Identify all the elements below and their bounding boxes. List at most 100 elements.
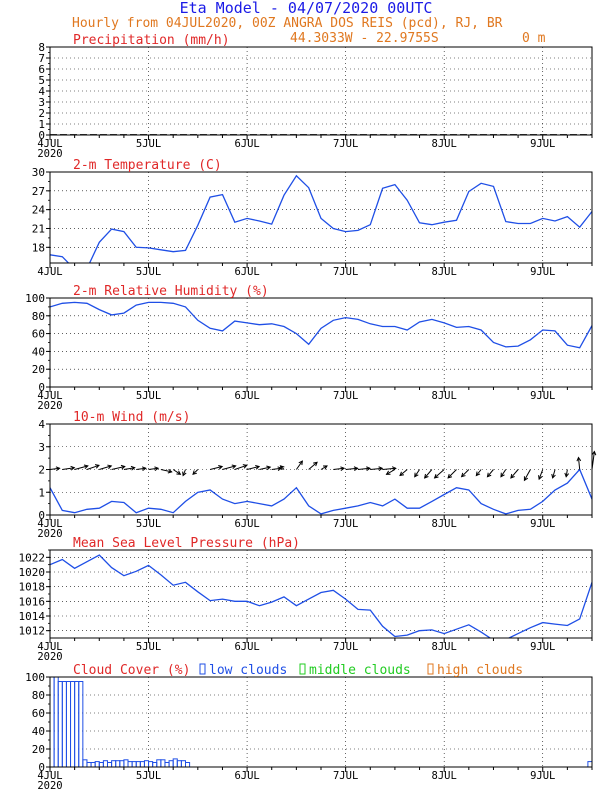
wind-arrow-head — [107, 464, 113, 470]
wind-arrow — [86, 464, 100, 470]
y-tick-label: 20 — [32, 743, 45, 756]
y-tick-label: 0 — [38, 381, 45, 394]
cloud-bar — [131, 761, 137, 768]
x-tick-label: 5JUL — [136, 770, 161, 782]
x-year-label: 2020 — [37, 400, 62, 412]
x-tick-label: 8JUL — [432, 518, 457, 530]
wind-arrow-head — [366, 466, 371, 471]
cloud-bar — [86, 762, 92, 768]
wind-arrow — [271, 467, 282, 470]
x-tick-label: 5JUL — [136, 641, 161, 653]
wind-arrow-head — [414, 472, 419, 478]
y-tick-label: 4 — [38, 418, 45, 431]
wind-arrow — [523, 469, 531, 481]
wind-arrow — [308, 461, 318, 470]
cloud-bar — [135, 761, 141, 768]
chart-subtitle: Hourly from 04JUL2020, 00Z ANGRA DOS REI… — [72, 16, 503, 31]
y-tick-label: 21 — [32, 222, 45, 235]
wind-arrow — [49, 467, 60, 470]
x-tick-label: 5JUL — [136, 266, 161, 278]
panel-title: 2-m Temperature (C) — [73, 158, 222, 173]
wind-arrow-head — [120, 464, 126, 470]
wind-arrow — [386, 469, 396, 475]
wind-arrow-head — [500, 472, 505, 478]
legend-swatch — [427, 663, 434, 675]
legend-label: low clouds — [209, 663, 287, 678]
y-tick-label: 7 — [38, 52, 45, 65]
x-tick-label: 4JUL — [37, 266, 62, 278]
x-tick-label: 9JUL — [530, 138, 555, 150]
series-line — [50, 554, 592, 638]
wind-arrow-head — [385, 470, 391, 475]
x-tick-label: 6JUL — [234, 390, 259, 402]
panel-title: Mean Sea Level Pressure (hPa) — [73, 536, 300, 551]
wind-arrow-head — [279, 465, 285, 470]
wind-arrow-head — [433, 473, 439, 479]
y-tick-label: 100 — [25, 671, 45, 684]
cloud-bar — [57, 681, 63, 768]
wind-arrow — [295, 460, 303, 470]
wind-arrow-head — [353, 466, 359, 471]
x-tick-label: 7JUL — [333, 138, 358, 150]
y-tick-label: 40 — [32, 725, 45, 738]
wind-arrow-head — [378, 466, 384, 471]
panel-title: 10-m Wind (m/s) — [73, 410, 190, 425]
wind-arrow-head — [447, 473, 453, 479]
wind-arrow-head — [94, 464, 100, 469]
wind-arrow — [345, 467, 358, 470]
legend-label: middle clouds — [309, 663, 411, 678]
legend-swatch — [199, 663, 206, 675]
wind-arrow-head — [322, 465, 328, 470]
x-tick-label: 4JUL — [37, 390, 62, 402]
x-tick-label: 6JUL — [234, 518, 259, 530]
wind-arrow — [382, 467, 396, 470]
legend-label: high clouds — [437, 663, 523, 678]
cloud-bar — [156, 759, 162, 768]
wind-arrow-head — [231, 464, 237, 470]
x-tick-label: 4JUL — [37, 641, 62, 653]
x-tick-label: 8JUL — [432, 266, 457, 278]
y-tick-label: 27 — [32, 185, 45, 198]
x-tick-label: 7JUL — [333, 266, 358, 278]
wind-arrow — [434, 469, 445, 479]
panel-4: 0 1 2 3 4 4JUL 5JUL 6JUL 7JUL 8JUL 9JUL 2020 10-m Wi… — [37, 410, 597, 540]
x-year-label: 2020 — [37, 780, 62, 792]
y-tick-label: 1022 — [19, 551, 46, 564]
wind-arrow — [320, 465, 328, 470]
wind-arrow — [510, 469, 519, 479]
y-tick-label: 4 — [38, 85, 45, 98]
y-tick-label: 0 — [38, 761, 45, 774]
wind-arrow — [487, 469, 494, 478]
y-tick-label: 30 — [32, 166, 45, 179]
x-tick-label: 7JUL — [333, 641, 358, 653]
y-tick-label: 1020 — [19, 566, 46, 579]
wind-arrow — [538, 469, 544, 480]
cloud-bar — [164, 762, 170, 768]
wind-arrow-head — [255, 465, 261, 470]
wind-arrow-head — [538, 475, 543, 481]
wind-arrow — [399, 469, 408, 476]
x-tick-label: 6JUL — [234, 641, 259, 653]
wind-arrow — [210, 466, 223, 470]
wind-arrow-head — [192, 470, 197, 476]
y-tick-label: 100 — [25, 292, 45, 305]
cloud-bar — [148, 761, 154, 768]
wind-arrow-head — [70, 465, 76, 471]
wind-arrow — [111, 466, 125, 470]
y-tick-label: 40 — [32, 345, 45, 358]
cloud-bar — [53, 676, 59, 768]
cloud-bar — [168, 760, 174, 768]
y-tick-label: 60 — [32, 707, 45, 720]
cloud-bar — [61, 681, 67, 768]
x-year-label: 2020 — [37, 148, 62, 160]
y-tick-label: 24 — [32, 204, 46, 217]
cloud-bar — [90, 762, 96, 768]
wind-arrow — [447, 469, 457, 479]
cloud-bar — [139, 761, 145, 768]
wind-arrow — [192, 469, 199, 475]
x-year-label: 2020 — [37, 528, 62, 540]
wind-arrow-head — [218, 465, 224, 470]
y-tick-label: 0 — [38, 509, 45, 522]
